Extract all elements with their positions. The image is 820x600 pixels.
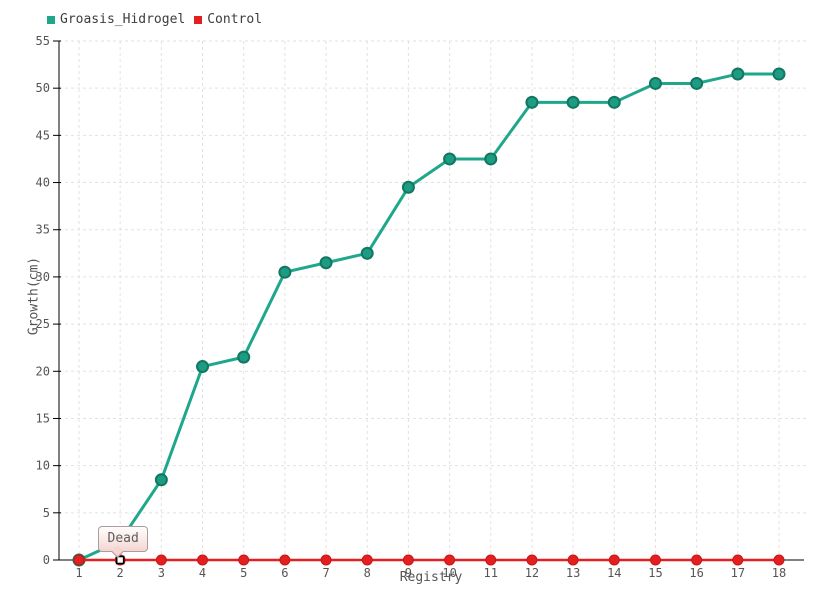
legend-swatch-control-icon [194, 15, 203, 24]
legend-item-groasis-hidrogel[interactable]: Groasis_Hidrogel [47, 12, 185, 27]
y-tick-label: 10 [36, 459, 50, 473]
data-point-control[interactable] [402, 554, 414, 566]
x-tick-label: 5 [240, 566, 247, 580]
data-point-groasis_hidrogel[interactable] [731, 67, 745, 81]
data-point-groasis_hidrogel[interactable] [690, 76, 704, 90]
data-point-control[interactable] [691, 554, 703, 566]
x-tick-label: 6 [281, 566, 288, 580]
y-tick-label: 30 [36, 270, 50, 284]
x-tick-label: 8 [364, 566, 371, 580]
data-point-groasis_hidrogel[interactable] [278, 265, 292, 279]
data-point-control[interactable] [361, 554, 373, 566]
data-point-groasis_hidrogel[interactable] [484, 152, 498, 166]
data-point-control[interactable] [485, 554, 497, 566]
data-point-control[interactable] [773, 554, 785, 566]
x-axis-title: Registry [399, 570, 463, 585]
x-tick-label: 2 [117, 566, 124, 580]
y-tick-label: 40 [36, 176, 50, 190]
data-point-groasis_hidrogel[interactable] [607, 95, 621, 109]
data-point-groasis_hidrogel[interactable] [772, 67, 786, 81]
x-tick-label: 12 [525, 566, 539, 580]
x-tick-label: 1 [75, 566, 82, 580]
x-tick-label: 3 [158, 566, 165, 580]
data-point-control[interactable] [320, 554, 332, 566]
y-tick-label: 45 [36, 128, 50, 142]
x-tick-label: 10 [442, 566, 456, 580]
legend-label-control: Control [207, 12, 263, 27]
data-point-groasis_hidrogel[interactable] [154, 473, 168, 487]
tooltip-text: Dead [107, 531, 139, 546]
x-tick-label: 14 [607, 566, 621, 580]
x-tick-label: 11 [484, 566, 498, 580]
data-point-groasis_hidrogel[interactable] [319, 256, 333, 270]
data-point-groasis_hidrogel[interactable] [443, 152, 457, 166]
series-line-groasis_hidrogel [77, 72, 781, 562]
data-point-control[interactable] [73, 554, 85, 566]
x-tick-label: 18 [772, 566, 786, 580]
data-point-control[interactable] [649, 554, 661, 566]
y-tick-label: 15 [36, 411, 50, 425]
y-tick-label: 25 [36, 317, 50, 331]
data-point-groasis_hidrogel[interactable] [648, 76, 662, 90]
y-tick-label: 55 [36, 34, 50, 48]
data-point-control[interactable] [155, 554, 167, 566]
y-tick-label: 20 [36, 364, 50, 378]
x-tick-label: 16 [689, 566, 703, 580]
data-point-control[interactable] [526, 554, 538, 566]
data-point-control[interactable] [279, 554, 291, 566]
data-point-groasis_hidrogel[interactable] [196, 360, 210, 374]
x-tick-label: 13 [566, 566, 580, 580]
legend-swatch-groasis-icon [47, 15, 55, 24]
data-point-groasis_hidrogel[interactable] [525, 95, 539, 109]
tooltip: Dead [98, 526, 149, 552]
data-point-control[interactable] [238, 554, 250, 566]
data-point-groasis_hidrogel[interactable] [237, 350, 251, 364]
y-axis-title: Growth(cm) [26, 256, 42, 336]
x-tick-label: 15 [648, 566, 662, 580]
y-tick-label: 50 [36, 81, 50, 95]
legend: Groasis_Hidrogel Control [47, 12, 262, 27]
x-tick-label: 7 [322, 566, 329, 580]
y-tick-label: 0 [43, 553, 50, 567]
data-point-groasis_hidrogel[interactable] [360, 246, 374, 260]
y-tick-label: 5 [43, 506, 50, 520]
data-point-control[interactable] [444, 554, 456, 566]
legend-item-control[interactable]: Control [194, 12, 262, 27]
x-tick-label: 9 [405, 566, 412, 580]
x-tick-label: 17 [731, 566, 745, 580]
data-point-control[interactable] [197, 554, 209, 566]
y-tick-label: 35 [36, 223, 50, 237]
data-point-control[interactable] [732, 554, 744, 566]
data-point-groasis_hidrogel[interactable] [401, 180, 415, 194]
data-point-groasis_hidrogel[interactable] [566, 95, 580, 109]
data-point-control[interactable] [567, 554, 579, 566]
selected-point-marker[interactable] [115, 555, 125, 565]
legend-label-groasis: Groasis_Hidrogel [60, 12, 186, 27]
x-tick-label: 4 [199, 566, 206, 580]
data-point-control[interactable] [608, 554, 620, 566]
